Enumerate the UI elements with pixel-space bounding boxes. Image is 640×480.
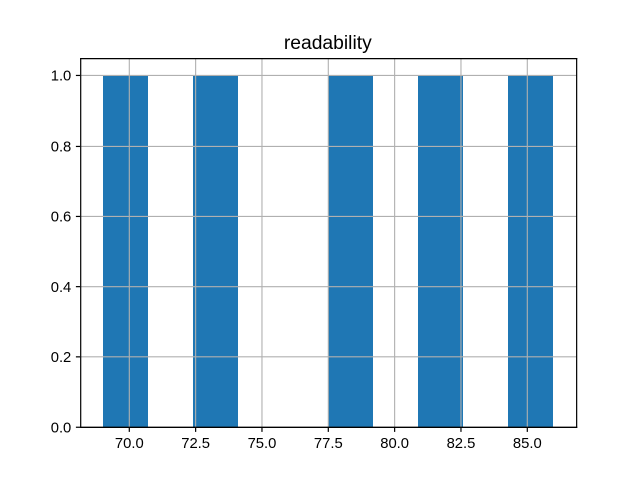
svg-text:70.0: 70.0 [115, 436, 144, 452]
svg-text:1.0: 1.0 [51, 69, 72, 85]
svg-text:0.8: 0.8 [51, 140, 72, 156]
svg-text:77.5: 77.5 [314, 436, 343, 452]
svg-text:readability: readability [284, 33, 372, 54]
svg-text:75.0: 75.0 [248, 436, 277, 452]
svg-text:0.0: 0.0 [51, 420, 72, 436]
svg-text:80.0: 80.0 [380, 436, 409, 452]
svg-text:0.6: 0.6 [51, 210, 72, 226]
svg-text:82.5: 82.5 [447, 436, 476, 452]
svg-text:0.4: 0.4 [51, 280, 72, 296]
svg-text:85.0: 85.0 [513, 436, 542, 452]
svg-text:72.5: 72.5 [181, 436, 210, 452]
svg-text:0.2: 0.2 [51, 350, 72, 366]
